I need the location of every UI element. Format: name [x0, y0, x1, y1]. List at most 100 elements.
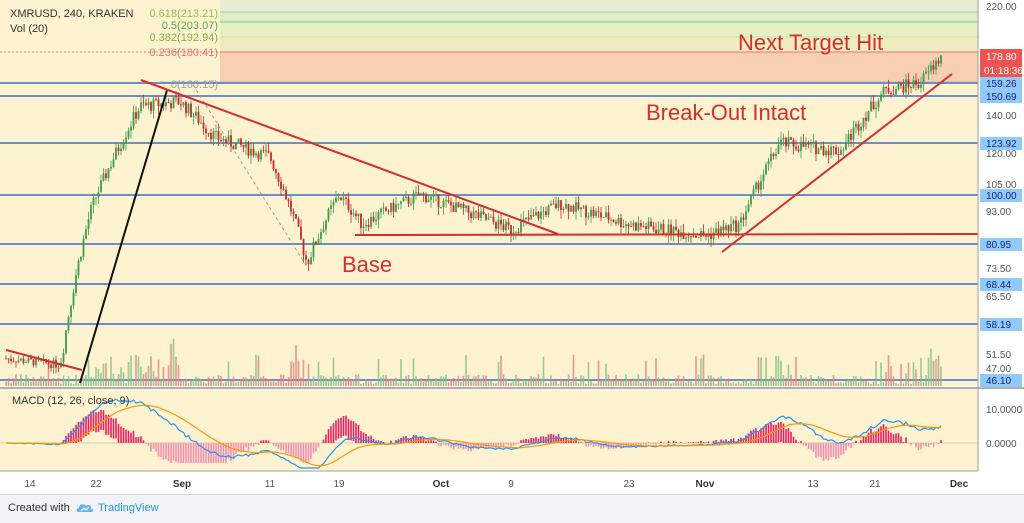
candle-body — [128, 131, 130, 138]
time-tick: Nov — [696, 479, 715, 490]
candle-body — [763, 174, 765, 181]
candle-body — [748, 204, 750, 211]
volume-bar — [820, 377, 822, 386]
macd-histogram-bar — [865, 437, 867, 443]
macd-histogram-bar — [643, 443, 645, 444]
candle-body — [878, 101, 880, 108]
tradingview-cloud-icon[interactable] — [75, 500, 95, 521]
candle-body — [253, 149, 255, 155]
macd-histogram-bar — [700, 441, 702, 443]
candle-body — [230, 135, 232, 146]
volume-bar — [568, 374, 570, 386]
candle-body — [435, 194, 437, 195]
volume-bar — [600, 381, 602, 386]
volume-bar — [735, 383, 737, 386]
macd-histogram-bar — [665, 443, 667, 444]
volume-bar — [213, 376, 215, 386]
candle-body — [868, 111, 870, 120]
macd-histogram-bar — [145, 443, 147, 444]
volume-bar — [760, 357, 762, 386]
volume-bar — [900, 364, 902, 386]
trading-chart[interactable]: MACD (12, 26, close, 9) 10.0000 0.0000 X… — [0, 0, 1024, 494]
volume-bar — [290, 361, 292, 386]
volume-bar — [225, 382, 227, 386]
volume-bar — [180, 380, 182, 386]
svg-text:01:18:36: 01:18:36 — [984, 66, 1023, 77]
candle-body — [448, 200, 450, 202]
candle-body — [365, 225, 367, 226]
candle-body — [578, 202, 580, 209]
volume-bar — [523, 379, 525, 386]
candle-body — [385, 208, 387, 211]
macd-histogram-bar — [880, 426, 882, 443]
volume-bar — [535, 378, 537, 386]
volume-bar — [575, 377, 577, 386]
base-line-red[interactable] — [355, 234, 978, 235]
macd-histogram-bar — [825, 443, 827, 459]
candle-body — [443, 201, 445, 208]
macd-histogram-bar — [260, 441, 262, 443]
tradingview-link[interactable]: TradingView — [98, 502, 159, 514]
macd-histogram-bar — [868, 432, 870, 443]
volume-bar — [840, 382, 842, 386]
volume-bar — [810, 375, 812, 386]
fib-zone-0618 — [220, 12, 978, 22]
candle-body — [350, 210, 352, 214]
volume-bar — [470, 381, 472, 386]
volume-bar — [823, 378, 825, 386]
candle-body — [820, 146, 822, 148]
candle-body — [835, 147, 837, 154]
volume-bar — [263, 376, 265, 386]
volume-bar — [63, 376, 65, 386]
volume-bar — [203, 382, 205, 386]
candle-body — [655, 230, 657, 233]
volume-bar — [335, 376, 337, 386]
candle-body — [833, 147, 835, 148]
volume-bar — [565, 381, 567, 386]
macd-histogram-bar — [340, 418, 342, 438]
candle-body — [455, 203, 457, 212]
macd-histogram-bar — [855, 441, 857, 443]
macd-histogram-bar — [355, 423, 357, 443]
time-tick: Sep — [173, 479, 191, 490]
svg-text:159.26: 159.26 — [986, 79, 1017, 90]
volume-bar — [695, 356, 697, 386]
candle-body — [28, 358, 30, 362]
time-tick: 19 — [333, 479, 345, 490]
candle-body — [155, 99, 157, 100]
macd-histogram-bar — [220, 443, 222, 463]
macd-histogram-bar — [695, 442, 697, 443]
volume-bar — [483, 375, 485, 386]
macd-histogram-bar — [288, 443, 290, 453]
macd-histogram-bar — [835, 443, 837, 459]
volume-bar — [905, 373, 907, 386]
candle-body — [685, 238, 687, 239]
volume-bar — [778, 356, 780, 386]
time-tick: Dec — [950, 479, 969, 490]
volume-bar — [388, 379, 390, 386]
volume-bar — [425, 379, 427, 386]
candle-body — [538, 212, 540, 218]
macd-histogram-bar — [775, 425, 777, 443]
volume-bar — [635, 380, 637, 386]
macd-histogram-bar — [590, 443, 592, 445]
macd-histogram-bar — [513, 443, 515, 445]
volume-bar — [643, 380, 645, 386]
candle-body — [243, 145, 245, 148]
candle-body — [488, 218, 490, 220]
volume-bar — [308, 364, 310, 386]
volume-bar — [508, 383, 510, 386]
candle-body — [375, 220, 377, 222]
candle-body — [198, 112, 200, 123]
volume-bar — [165, 381, 167, 386]
level-badge-80: 80.95 — [980, 238, 1022, 251]
candle-body — [323, 230, 325, 233]
volume-bar — [145, 372, 147, 386]
candle-body — [398, 204, 400, 205]
macd-histogram-bar — [653, 443, 655, 444]
volume-bar — [693, 384, 695, 386]
candle-body — [838, 154, 840, 155]
candle-body — [525, 218, 527, 220]
macd-histogram-bar — [128, 431, 130, 443]
candle-body — [808, 143, 810, 145]
